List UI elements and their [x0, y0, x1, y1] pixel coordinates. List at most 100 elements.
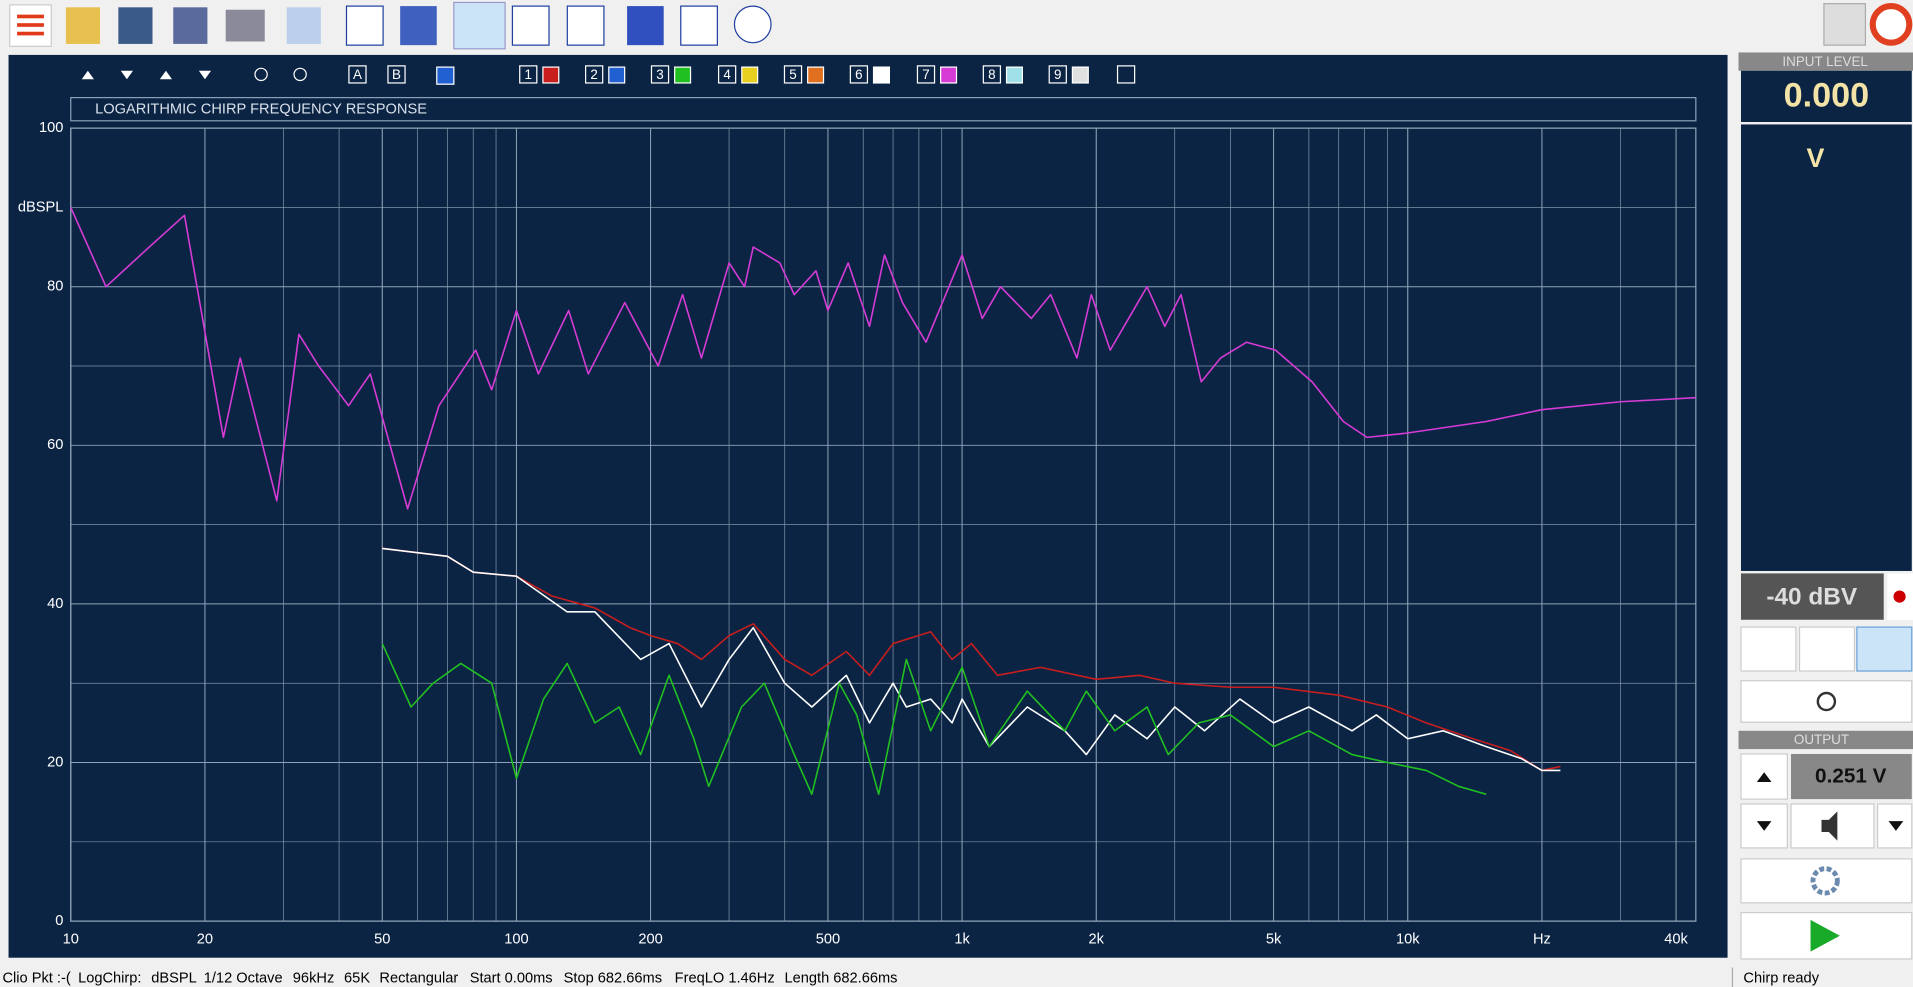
overlay-swatch[interactable] [608, 66, 626, 84]
overlay-key[interactable] [650, 65, 670, 84]
input-header-bg [1738, 52, 1913, 71]
plot-frame [70, 127, 1697, 922]
zoom-button[interactable] [293, 67, 307, 82]
check-button[interactable] [286, 7, 321, 44]
series-line [382, 547, 1561, 772]
overlay-swatch[interactable] [1005, 66, 1023, 84]
x-tick-label: 100 [504, 931, 528, 947]
x-tick-label: 1k [954, 931, 970, 947]
input-range: -40 dBV [1766, 583, 1858, 610]
y-tick-label: 20 [47, 754, 63, 770]
overlay-key[interactable] [348, 65, 367, 84]
overlay-swatch[interactable] [940, 66, 958, 84]
input-header: INPUT LEVEL [1782, 54, 1868, 69]
save-as-button[interactable] [173, 7, 208, 44]
overlay-key[interactable] [1048, 65, 1067, 84]
title-box [70, 96, 1697, 122]
tool-button[interactable] [566, 5, 605, 46]
overlay-clear[interactable] [1116, 65, 1136, 84]
arrow-button[interactable] [81, 70, 94, 80]
y-axis-label: dBSPL [18, 199, 64, 215]
gear-icon [1810, 866, 1840, 896]
overlay-key[interactable] [387, 65, 406, 84]
status-item: LogChirp: [78, 970, 141, 986]
overlay-label: 4 [723, 67, 731, 82]
toolbar [9, 1, 1913, 50]
status-item: 1/12 Octave [204, 970, 283, 986]
chart-title: LOGARITHMIC CHIRP FREQUENCY RESPONSE [95, 102, 427, 118]
y-tick-label: 100 [39, 120, 63, 136]
overlay-key[interactable] [783, 65, 803, 84]
menu-button[interactable] [9, 4, 52, 47]
x-tick-label: 2k [1089, 931, 1105, 947]
y-tick-label: 60 [47, 437, 63, 453]
mode-button-active[interactable] [1856, 626, 1913, 672]
tool-button[interactable] [345, 5, 384, 46]
settings-button[interactable] [1740, 858, 1913, 904]
overlay-swatch[interactable] [674, 66, 692, 84]
overlay-label: 8 [988, 67, 995, 82]
tool-button[interactable] [511, 5, 550, 46]
overlay-swatch[interactable] [1071, 66, 1089, 84]
x-tick-label: 50 [374, 931, 390, 947]
input-value-box [1740, 70, 1912, 123]
status-state: Chirp ready [1743, 970, 1819, 986]
mode-button[interactable] [1798, 626, 1856, 672]
overlay-toggle[interactable] [436, 66, 455, 85]
status-item: FreqLO 1.46Hz [675, 970, 775, 986]
output-header: OUTPUT [1794, 732, 1849, 747]
status-item: Rectangular [379, 970, 458, 986]
loop-button[interactable] [1740, 680, 1913, 723]
overlay-key[interactable] [717, 65, 737, 84]
overlay-key[interactable] [585, 65, 604, 84]
status-item: Length 682.66ms [784, 970, 897, 986]
overlay-swatch[interactable] [741, 66, 759, 84]
overlay-swatch[interactable] [542, 66, 560, 84]
tool-button[interactable] [733, 5, 772, 44]
overlay-label: 9 [1054, 67, 1061, 82]
input-meter [1740, 124, 1912, 571]
x-tick-label: 5k [1266, 931, 1282, 947]
tool-button[interactable] [400, 6, 437, 46]
x-tick-label: 500 [816, 931, 840, 947]
help-button[interactable] [1869, 3, 1913, 46]
y-tick-label: 0 [55, 913, 63, 929]
down-arrow [1888, 821, 1904, 831]
ruler-button[interactable] [1823, 3, 1867, 46]
arrow-button[interactable] [120, 70, 133, 80]
series-line [381, 643, 1487, 796]
tool-button-active[interactable] [453, 1, 506, 50]
overlay-key[interactable] [519, 65, 538, 84]
output-value: 0.251 V [1815, 765, 1887, 788]
series-line [382, 547, 1561, 772]
overlay-label: B [392, 67, 401, 82]
plot: 0 20 40 60 80 100 10 20 50 100 200 500 1k 2k 5k 10k Hz 40… [39, 120, 1697, 947]
tool-button[interactable] [680, 5, 718, 46]
mode-button[interactable] [1740, 626, 1797, 672]
overlay-key[interactable] [982, 65, 1002, 84]
down-arrow [1756, 821, 1772, 831]
x-tick-label: 10k [1396, 931, 1420, 947]
tool-button[interactable] [627, 6, 664, 46]
overlay-swatch[interactable] [872, 66, 891, 84]
overlay-label: 1 [525, 67, 532, 82]
record-dot[interactable] [1893, 590, 1906, 603]
overlay-key[interactable] [916, 65, 936, 84]
status-item: 96kHz [293, 970, 334, 986]
status-item: 65K [344, 970, 370, 986]
overlay-label: 2 [590, 67, 597, 82]
overlay-label: 5 [789, 67, 796, 82]
x-tick-label: Hz [1533, 931, 1551, 947]
zoom-button[interactable] [254, 67, 268, 82]
overlay-swatch[interactable] [807, 66, 825, 84]
arrow-button[interactable] [159, 70, 173, 80]
print-button[interactable] [225, 9, 265, 42]
save-button[interactable] [118, 7, 153, 44]
range-box[interactable] [1740, 573, 1884, 620]
open-button[interactable] [65, 7, 101, 44]
up-arrow [1756, 772, 1772, 783]
overlay-key[interactable] [849, 65, 869, 84]
arrow-button[interactable] [198, 70, 212, 80]
status-item: Stop 682.66ms [564, 970, 662, 986]
